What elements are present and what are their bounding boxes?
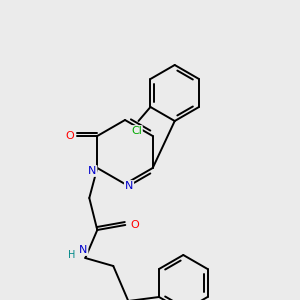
Text: O: O <box>65 131 74 141</box>
Text: N: N <box>79 245 88 255</box>
Text: Cl: Cl <box>131 126 142 136</box>
Text: N: N <box>125 181 133 191</box>
Text: O: O <box>130 220 139 230</box>
Text: H: H <box>68 250 75 260</box>
Text: N: N <box>88 166 97 176</box>
